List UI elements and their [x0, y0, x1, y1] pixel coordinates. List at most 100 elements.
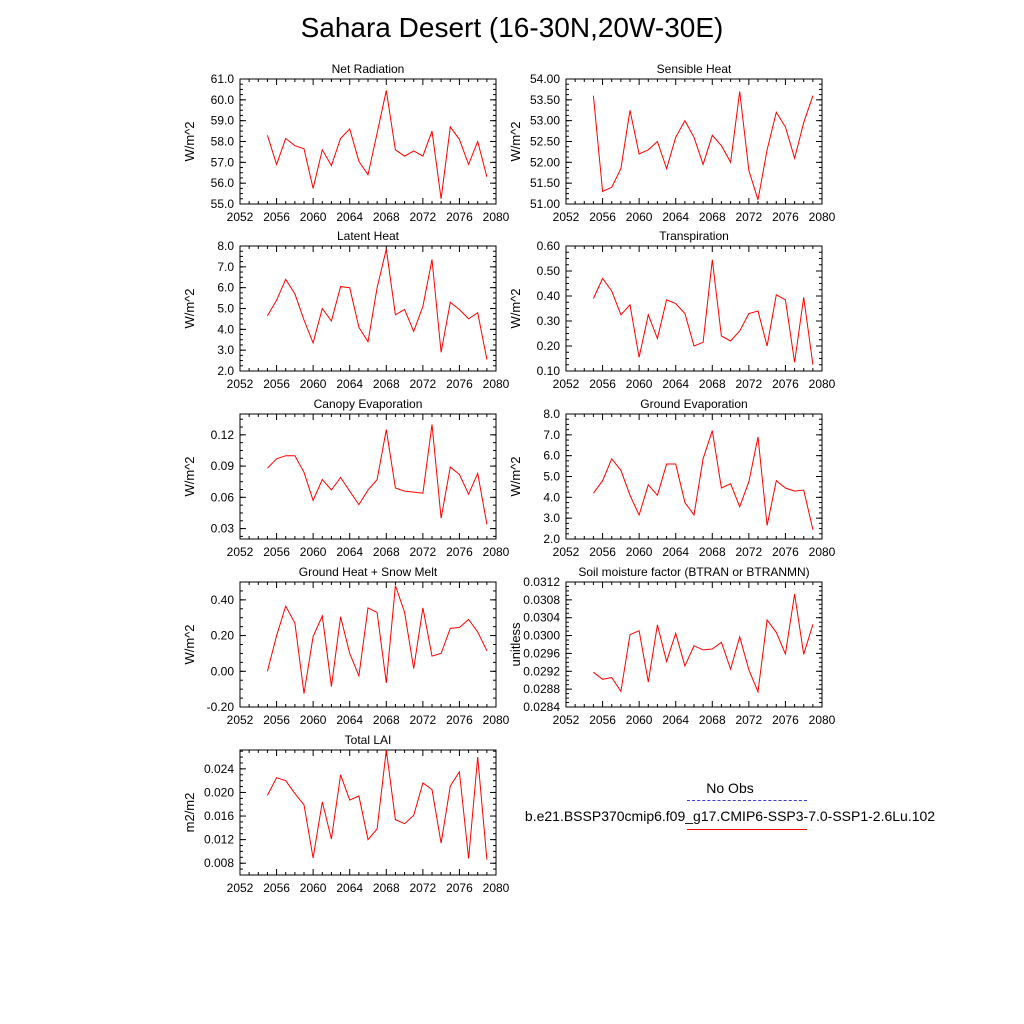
x-tick-label: 2056 [589, 545, 616, 559]
x-tick-label: 2052 [553, 713, 580, 727]
y-tick-label: 56.0 [211, 176, 235, 190]
x-tick-label: 2068 [373, 210, 400, 224]
y-tick-label: 8.0 [217, 239, 234, 253]
y-axis-label: W/m^2 [182, 288, 197, 328]
panel-title: Ground Heat + Snow Melt [299, 565, 438, 579]
x-tick-label: 2060 [300, 881, 327, 895]
x-tick-label: 2056 [263, 881, 290, 895]
panel-canopy-evaporation: Canopy Evaporation W/m^2 2052 2056 2060 2064 2… [182, 397, 510, 559]
x-tick-label: 2060 [300, 713, 327, 727]
y-tick-label: 52.50 [530, 135, 560, 149]
y-tick-label: 51.50 [530, 176, 560, 190]
x-tick-label: 2072 [410, 210, 437, 224]
plot-frame [565, 581, 823, 708]
x-tick-label: 2068 [699, 377, 726, 391]
y-tick-label: 3.0 [217, 343, 234, 357]
figure-title: Sahara Desert (16-30N,20W-30E) [300, 12, 724, 43]
y-tick-label: 0.12 [211, 428, 235, 442]
y-tick-label: 0.012 [204, 833, 234, 847]
y-tick-label: 4.0 [543, 490, 560, 504]
series-line [593, 594, 814, 694]
panel-title: Total LAI [345, 733, 392, 747]
x-tick-label: 2076 [446, 377, 473, 391]
y-axis-label: W/m^2 [508, 288, 523, 328]
y-tick-label: 0.20 [211, 629, 235, 643]
panel-ground-heat-snow-melt: Ground Heat + Snow Melt W/m^2 2052 2056 2060… [182, 565, 510, 727]
x-tick-label: 2056 [263, 210, 290, 224]
x-tick-label: 2056 [263, 377, 290, 391]
series-line [592, 259, 814, 365]
x-tick-label: 2080 [809, 713, 836, 727]
y-tick-label: 0.0284 [523, 700, 560, 714]
panel-title: Net Radiation [332, 62, 405, 76]
y-tick-label: 52.00 [530, 155, 560, 169]
series-line [266, 90, 488, 199]
y-tick-label: 0.20 [537, 339, 561, 353]
y-tick-label: 5.0 [217, 302, 234, 316]
y-tick-label: 0.0288 [523, 682, 560, 696]
y-axis-label: W/m^2 [182, 456, 197, 496]
y-tick-label: 0.0312 [523, 575, 560, 589]
y-tick-label: 0.50 [537, 264, 561, 278]
x-tick-label: 2072 [410, 545, 437, 559]
x-tick-label: 2060 [626, 713, 653, 727]
x-tick-label: 2052 [227, 210, 254, 224]
x-tick-label: 2052 [227, 377, 254, 391]
series-line [266, 248, 488, 360]
panel-transpiration: Transpiration W/m^2 2052 2056 2060 2064 2068 20… [508, 229, 836, 391]
x-tick-label: 2072 [736, 545, 763, 559]
x-tick-label: 2076 [772, 713, 799, 727]
x-tick-label: 2072 [736, 210, 763, 224]
panel-total-lai: Total LAI m2/m2 2052 2056 2060 2064 2068 2072 20… [182, 733, 510, 895]
panel-title: Canopy Evaporation [314, 397, 423, 411]
y-tick-label: 2.0 [217, 364, 234, 378]
y-tick-label: 6.0 [543, 449, 560, 463]
x-tick-label: 2060 [626, 210, 653, 224]
x-tick-label: 2080 [483, 545, 510, 559]
x-tick-label: 2056 [589, 210, 616, 224]
x-tick-label: 2072 [410, 881, 437, 895]
y-tick-label: 0.06 [211, 490, 235, 504]
x-tick-label: 2052 [227, 545, 254, 559]
x-tick-label: 2052 [227, 713, 254, 727]
y-tick-label: 57.0 [211, 155, 235, 169]
y-tick-label: 58.0 [211, 135, 235, 149]
panel-net-radiation: Net Radiation W/m^2 2052 2056 2060 2064 2068 20… [182, 62, 510, 224]
x-tick-label: 2056 [263, 545, 290, 559]
y-tick-label: -0.20 [207, 700, 235, 714]
y-tick-label: 5.0 [543, 470, 560, 484]
y-tick-label: 59.0 [211, 114, 235, 128]
legend: No Obs b.e21.BSSP370cmip6.f09_g17.CMIP6-… [520, 778, 940, 848]
panel-title: Ground Evaporation [640, 397, 747, 411]
y-tick-label: 0.024 [204, 762, 234, 776]
x-tick-label: 2056 [589, 713, 616, 727]
x-tick-label: 2064 [662, 377, 689, 391]
y-tick-label: 0.10 [537, 364, 561, 378]
y-tick-label: 0.0292 [523, 664, 560, 678]
panel-sensible-heat: Sensible Heat W/m^2 2052 2056 2060 2064 2068 20… [508, 62, 836, 224]
y-tick-label: 51.00 [530, 197, 560, 211]
y-tick-label: 7.0 [217, 260, 234, 274]
x-tick-label: 2064 [662, 210, 689, 224]
legend-obs-line [687, 800, 807, 801]
y-tick-label: 0.016 [204, 809, 234, 823]
series-line [266, 585, 488, 694]
x-tick-label: 2068 [373, 545, 400, 559]
x-tick-label: 2060 [300, 210, 327, 224]
x-tick-label: 2068 [699, 210, 726, 224]
y-tick-label: 0.020 [204, 785, 234, 799]
series-line [266, 749, 488, 860]
y-tick-label: 55.0 [211, 197, 235, 211]
x-tick-label: 2064 [336, 713, 363, 727]
panel-title: Latent Heat [337, 229, 400, 243]
x-tick-label: 2064 [336, 377, 363, 391]
x-tick-label: 2080 [483, 881, 510, 895]
x-tick-label: 2068 [373, 881, 400, 895]
x-tick-label: 2076 [446, 881, 473, 895]
panel-soil-moisture-factor-btran-or-btranmn: Soil moisture factor (BTRAN or BTRANMN) u… [508, 565, 836, 727]
plot-frame [239, 581, 497, 708]
series-line [592, 91, 814, 200]
x-tick-label: 2080 [809, 545, 836, 559]
x-tick-label: 2076 [772, 210, 799, 224]
y-tick-label: 0.0308 [523, 593, 560, 607]
